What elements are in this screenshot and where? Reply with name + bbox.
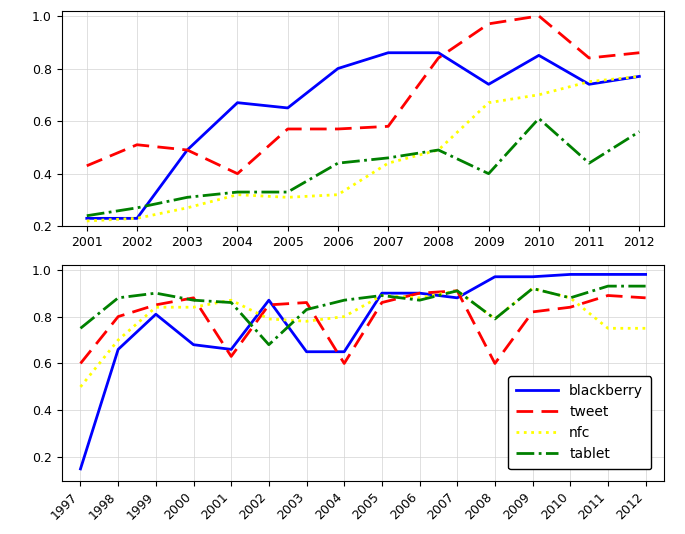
- tweet: [340, 360, 348, 367]
- tweet: [302, 300, 310, 306]
- blackberry: [302, 349, 310, 355]
- nfc: [490, 316, 499, 322]
- nfc: [603, 325, 612, 332]
- nfc: [302, 318, 310, 325]
- tablet: [264, 342, 273, 348]
- blackberry: [189, 342, 197, 348]
- nfc: [566, 295, 574, 301]
- tablet: [114, 295, 122, 301]
- tweet: [453, 288, 461, 294]
- tablet: [302, 307, 310, 313]
- nfc: [415, 295, 423, 301]
- blackberry: [528, 273, 536, 280]
- Legend: blackberry, tweet, nfc, tablet: blackberry, tweet, nfc, tablet: [508, 376, 651, 469]
- tablet: [415, 297, 423, 303]
- blackberry: [340, 349, 348, 355]
- nfc: [189, 304, 197, 310]
- tweet: [264, 302, 273, 308]
- blackberry: [603, 271, 612, 278]
- tablet: [603, 283, 612, 289]
- Line: blackberry: blackberry: [80, 274, 645, 469]
- blackberry: [566, 271, 574, 278]
- blackberry: [151, 311, 160, 317]
- blackberry: [377, 290, 386, 296]
- tablet: [227, 300, 235, 306]
- nfc: [528, 285, 536, 292]
- tweet: [415, 290, 423, 296]
- blackberry: [264, 297, 273, 303]
- nfc: [377, 292, 386, 299]
- nfc: [76, 383, 84, 390]
- tweet: [114, 313, 122, 320]
- blackberry: [76, 466, 84, 472]
- tablet: [151, 290, 160, 296]
- nfc: [340, 313, 348, 320]
- tweet: [641, 295, 649, 301]
- tablet: [453, 288, 461, 294]
- nfc: [264, 316, 273, 322]
- nfc: [151, 304, 160, 310]
- tablet: [76, 325, 84, 332]
- tweet: [377, 300, 386, 306]
- Line: tweet: tweet: [80, 291, 645, 364]
- blackberry: [453, 295, 461, 301]
- tablet: [641, 283, 649, 289]
- tweet: [189, 295, 197, 301]
- blackberry: [415, 290, 423, 296]
- nfc: [227, 297, 235, 303]
- tablet: [377, 292, 386, 299]
- tweet: [227, 353, 235, 359]
- tweet: [151, 302, 160, 308]
- tablet: [566, 295, 574, 301]
- tweet: [76, 360, 84, 367]
- blackberry: [227, 346, 235, 352]
- blackberry: [114, 346, 122, 352]
- tablet: [490, 316, 499, 322]
- nfc: [114, 337, 122, 343]
- nfc: [453, 288, 461, 294]
- tweet: [490, 360, 499, 367]
- tweet: [603, 292, 612, 299]
- tweet: [566, 304, 574, 310]
- blackberry: [490, 273, 499, 280]
- Line: tablet: tablet: [80, 286, 645, 345]
- tablet: [189, 297, 197, 303]
- tablet: [528, 285, 536, 292]
- Line: nfc: nfc: [80, 288, 645, 387]
- nfc: [641, 325, 649, 332]
- tablet: [340, 297, 348, 303]
- tweet: [528, 309, 536, 315]
- blackberry: [641, 271, 649, 278]
